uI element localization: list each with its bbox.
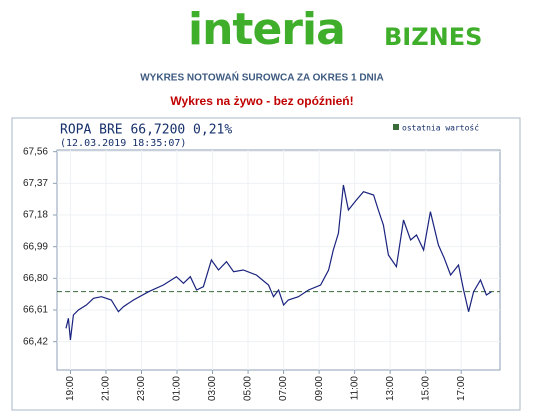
y-tick-label: 67,56 bbox=[23, 146, 48, 157]
y-tick-label: 66,80 bbox=[23, 273, 48, 284]
legend-label: ostatnia wartość bbox=[402, 123, 479, 133]
x-tick-label: 07:00 bbox=[278, 376, 289, 401]
x-tick-label: 11:00 bbox=[349, 376, 360, 401]
chart-title: ROPA BRE 66,7200 0,21% bbox=[60, 123, 232, 138]
heading: WYKRES NOTOWAŃ SUROWCA ZA OKRES 1 DNIA bbox=[140, 71, 384, 84]
x-tick-label: 17:00 bbox=[456, 376, 467, 401]
y-tick-label: 66,61 bbox=[23, 305, 48, 316]
x-tick-label: 01:00 bbox=[172, 376, 183, 401]
logo-name: interia bbox=[188, 4, 345, 55]
x-tick-label: 21:00 bbox=[101, 376, 112, 401]
logo-section: BIZNES bbox=[384, 23, 482, 51]
y-tick-label: 66,99 bbox=[23, 241, 48, 252]
x-tick-label: 05:00 bbox=[243, 376, 254, 401]
legend-swatch bbox=[393, 124, 399, 130]
x-tick-label: 19:00 bbox=[65, 376, 76, 401]
x-tick-label: 09:00 bbox=[314, 376, 325, 401]
live-note: Wykres na żywo - bez opóźnień! bbox=[170, 94, 353, 108]
x-tick-label: 23:00 bbox=[136, 376, 147, 401]
x-tick-label: 13:00 bbox=[385, 376, 396, 401]
y-tick-label: 66,42 bbox=[23, 336, 48, 347]
chart-subtitle: (12.03.2019 18:35:07) bbox=[60, 138, 186, 149]
y-tick-label: 67,18 bbox=[23, 210, 48, 221]
y-tick-label: 67,37 bbox=[23, 178, 48, 189]
price-line bbox=[65, 184, 492, 341]
x-tick-label: 15:00 bbox=[420, 376, 431, 401]
x-tick-label: 03:00 bbox=[207, 376, 218, 401]
